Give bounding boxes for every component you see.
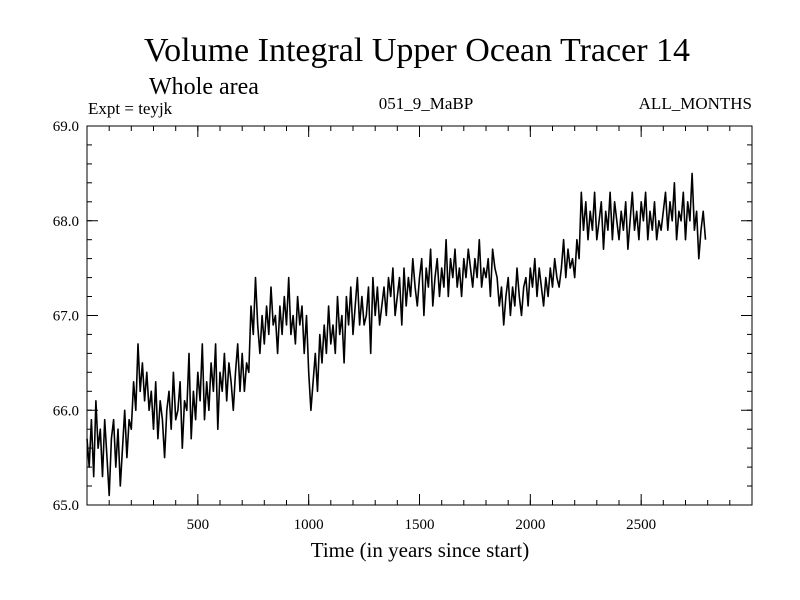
experiment-label: Expt = teyjk <box>88 99 173 118</box>
chart-subtitle: Whole area <box>149 74 259 100</box>
x-axis-label: Time (in years since start) <box>311 538 530 562</box>
y-tick-label: 65.0 <box>53 498 79 514</box>
plot-frame <box>86 125 753 506</box>
y-tick-label: 66.0 <box>53 403 79 419</box>
x-tick-label: 1000 <box>294 517 324 533</box>
series-line <box>86 172 707 497</box>
series-layer <box>86 172 707 497</box>
x-axis: 500 1000 1500 2000 2500 <box>108 126 731 533</box>
chart-title: Volume Integral Upper Ocean Tracer 14 <box>144 32 690 69</box>
run-id-label: 051_9_MaBP <box>379 94 473 113</box>
y-tick-label: 67.0 <box>53 309 79 325</box>
y-tick-label: 68.0 <box>53 214 79 230</box>
x-tick-label: 2000 <box>515 517 545 533</box>
months-label: ALL_MONTHS <box>639 94 752 113</box>
x-tick-label: 2500 <box>626 517 656 533</box>
x-tick-label: 500 <box>187 517 210 533</box>
y-tick-label: 69.0 <box>53 119 79 135</box>
y-axis: 65.0 66.0 67.0 68.0 69.0 <box>53 119 752 514</box>
x-tick-label: 1500 <box>405 517 435 533</box>
